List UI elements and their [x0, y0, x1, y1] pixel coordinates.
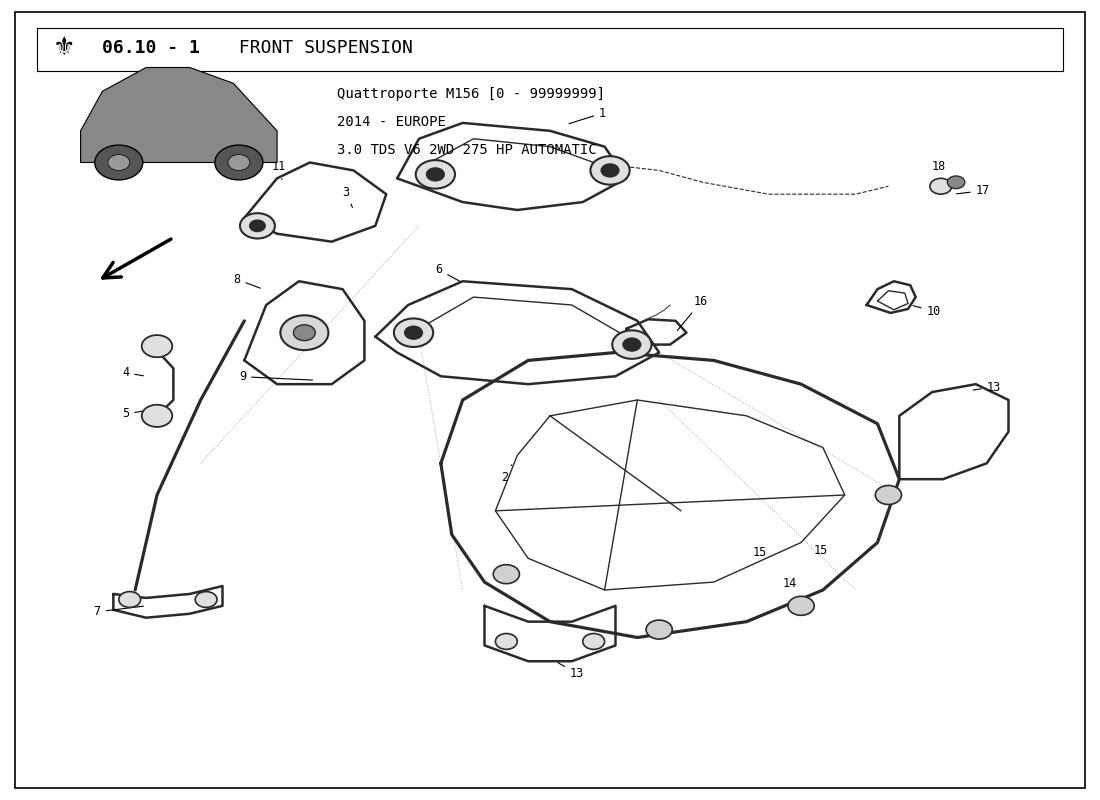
Text: 8: 8: [233, 273, 261, 288]
Circle shape: [142, 405, 173, 427]
Text: 4: 4: [122, 366, 143, 379]
Text: 16: 16: [678, 295, 708, 330]
Circle shape: [214, 145, 263, 180]
Circle shape: [788, 596, 814, 615]
Circle shape: [405, 326, 422, 339]
Text: 13: 13: [974, 381, 1001, 394]
Text: 3.0 TDS V6 2WD 275 HP AUTOMATIC: 3.0 TDS V6 2WD 275 HP AUTOMATIC: [337, 142, 596, 157]
Text: 10: 10: [913, 305, 940, 318]
Circle shape: [108, 154, 130, 170]
Circle shape: [427, 168, 444, 181]
Circle shape: [142, 335, 173, 358]
Text: 14: 14: [783, 577, 798, 590]
Polygon shape: [80, 67, 277, 162]
Circle shape: [294, 325, 316, 341]
Circle shape: [947, 176, 965, 189]
Text: 7: 7: [94, 606, 143, 618]
Text: 2: 2: [500, 465, 512, 484]
Circle shape: [119, 591, 141, 607]
Text: 2014 - EUROPE: 2014 - EUROPE: [337, 115, 446, 129]
Circle shape: [646, 620, 672, 639]
Text: ⚜: ⚜: [53, 36, 76, 60]
Text: 13: 13: [558, 662, 584, 680]
Circle shape: [416, 160, 455, 189]
Text: 6: 6: [436, 263, 460, 282]
Circle shape: [228, 154, 250, 170]
Circle shape: [195, 591, 217, 607]
Circle shape: [495, 634, 517, 650]
Circle shape: [602, 164, 619, 177]
Text: 18: 18: [932, 161, 946, 179]
Circle shape: [583, 634, 605, 650]
Circle shape: [623, 338, 640, 351]
Text: 15: 15: [814, 544, 828, 557]
Text: 5: 5: [122, 407, 160, 421]
Text: 9: 9: [239, 370, 312, 383]
Circle shape: [493, 565, 519, 584]
Text: 15: 15: [752, 546, 767, 558]
Text: Quattroporte M156 [0 - 99999999]: Quattroporte M156 [0 - 99999999]: [337, 87, 605, 102]
Circle shape: [95, 145, 143, 180]
Text: 17: 17: [957, 184, 990, 197]
Text: 11: 11: [272, 161, 286, 179]
Circle shape: [930, 178, 952, 194]
Circle shape: [250, 220, 265, 231]
Circle shape: [240, 213, 275, 238]
Text: FRONT SUSPENSION: FRONT SUSPENSION: [228, 38, 412, 57]
Circle shape: [876, 486, 902, 505]
Text: 1: 1: [569, 106, 606, 124]
Circle shape: [280, 315, 329, 350]
Text: 3: 3: [342, 186, 352, 207]
Circle shape: [591, 156, 629, 185]
Circle shape: [394, 318, 433, 347]
Text: 06.10 - 1: 06.10 - 1: [102, 38, 200, 57]
Circle shape: [613, 330, 651, 359]
